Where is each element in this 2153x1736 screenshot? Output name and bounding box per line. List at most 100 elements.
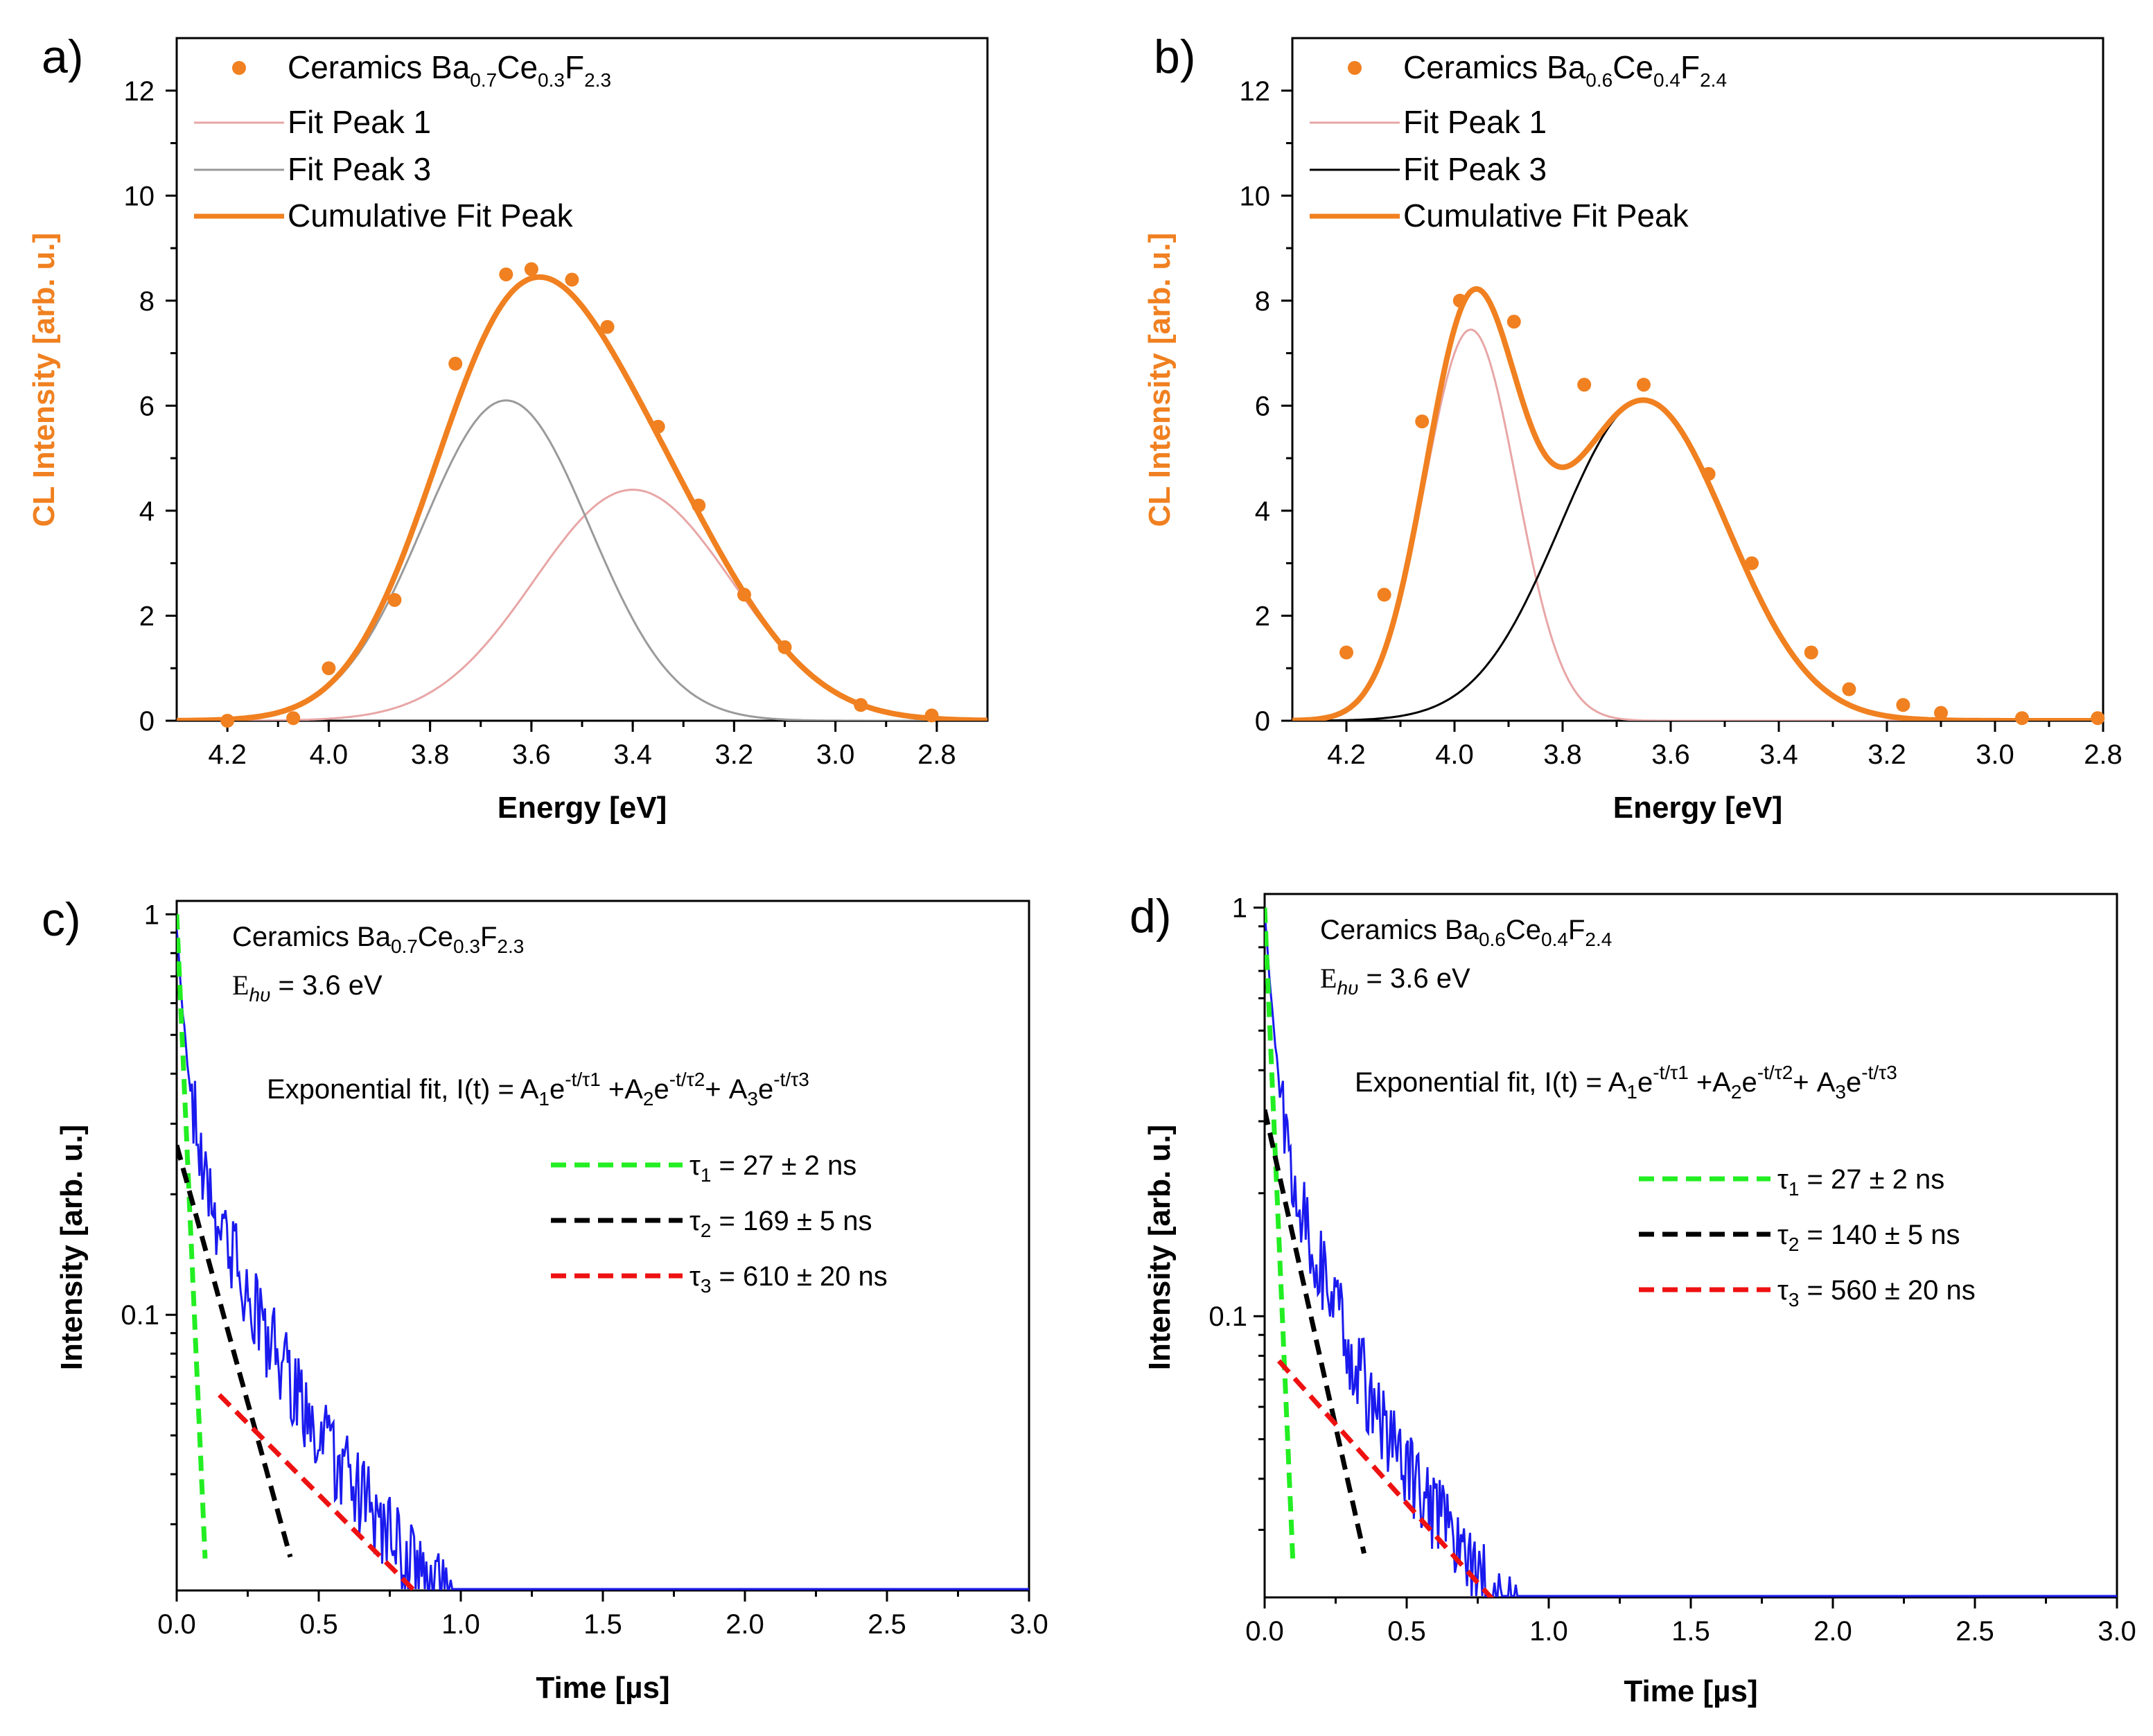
y-tick-label: 0.1 xyxy=(1209,1301,1247,1332)
legend-label-tau3: τ3 = 610 ± 20 ns xyxy=(689,1261,888,1297)
legend-label-tau2: τ2 = 169 ± 5 ns xyxy=(689,1206,872,1241)
plot-frame xyxy=(175,37,989,722)
x-tick-label: 3.2 xyxy=(715,739,754,770)
text-span: τ xyxy=(689,1261,701,1292)
text-span: 3 xyxy=(1835,1081,1846,1103)
sample-label: Ceramics Ba0.6Ce0.4F2.4 xyxy=(1320,915,1612,950)
data-point xyxy=(1896,698,1910,712)
y-tick-label: 0.1 xyxy=(121,1300,159,1331)
text-span: = 3.6 eV xyxy=(270,970,383,1001)
text-span: 0.4 xyxy=(1541,929,1568,950)
text-span: +A xyxy=(601,1074,643,1105)
text-span: e xyxy=(1742,1067,1757,1098)
x-tick-label: 0.0 xyxy=(1245,1616,1284,1647)
y-tick-label: 2 xyxy=(139,601,155,631)
data-point xyxy=(777,640,792,654)
fit-peak-3-curve xyxy=(1292,399,2103,721)
data-point xyxy=(692,498,706,513)
y-tick-label: 0 xyxy=(1255,706,1270,737)
y-axis-title: CL Intensity [arb. u.] xyxy=(1143,233,1177,527)
x-tick-label: 3.6 xyxy=(1651,739,1690,770)
x-tick-label: 2.0 xyxy=(1813,1616,1852,1647)
plot-frame xyxy=(175,900,1030,1592)
fit-formula: Exponential fit, I(t) = A1e-t/τ1 +A2e-t/… xyxy=(267,1069,809,1110)
legend-label-tau1: τ1 = 27 ± 2 ns xyxy=(689,1150,856,1186)
text-span: τ xyxy=(1777,1164,1789,1195)
text-span: -t/τ1 xyxy=(565,1069,601,1090)
text-span: = 3.6 eV xyxy=(1358,963,1470,994)
text-span: Ceramics Ba xyxy=(232,922,392,952)
x-axis-title: Energy [eV] xyxy=(498,791,667,825)
data-point xyxy=(1339,645,1353,660)
y-tick-label: 12 xyxy=(1240,76,1271,107)
legend-cumulative-label: Cumulative Fit Peak xyxy=(288,198,574,234)
text-span: = 560 ± 20 ns xyxy=(1799,1275,1975,1306)
excitation-energy: Ehυ = 3.6 eV xyxy=(1320,963,1470,999)
text-span: Ce xyxy=(1612,49,1653,85)
text-span: 0.6 xyxy=(1585,69,1612,91)
text-span: 1 xyxy=(1626,1081,1637,1103)
x-tick-label: 4.0 xyxy=(1435,739,1474,770)
legend-label-tau2: τ2 = 140 ± 5 ns xyxy=(1777,1220,1960,1255)
x-tick-label: 0.5 xyxy=(1387,1616,1426,1647)
x-tick-label: 3.0 xyxy=(1010,1609,1048,1640)
y-tick-label: 2 xyxy=(1255,601,1270,631)
fit-line-tau1 xyxy=(1265,907,1296,1566)
x-axis-title: Energy [eV] xyxy=(1613,791,1783,825)
data-point xyxy=(1804,645,1818,660)
x-tick-label: 4.2 xyxy=(1327,739,1366,770)
text-span: -t/τ2 xyxy=(1757,1062,1793,1083)
text-span: F xyxy=(1680,49,1700,85)
text-span: Exponential fit, I(t) = A xyxy=(1355,1067,1627,1098)
text-span: 2 xyxy=(1731,1081,1742,1103)
text-span: Ce xyxy=(1506,915,1541,945)
excitation-energy: Ehυ = 3.6 eV xyxy=(232,970,383,1006)
text-span: Ce xyxy=(418,922,453,952)
sample-label: Ceramics Ba0.7Ce0.3F2.3 xyxy=(232,922,524,957)
text-span: 0.3 xyxy=(453,936,480,957)
text-span: = 27 ± 2 ns xyxy=(711,1150,856,1181)
data-point xyxy=(1577,378,1592,392)
text-span: -t/τ3 xyxy=(1861,1062,1897,1083)
text-span: hυ xyxy=(249,984,270,1006)
fit-line-tau2 xyxy=(177,1144,293,1558)
text-span: -t/τ3 xyxy=(773,1069,809,1090)
text-span: Ceramics Ba xyxy=(288,49,471,85)
data-point xyxy=(737,588,751,602)
data-point xyxy=(1701,466,1716,481)
text-span: 0.7 xyxy=(470,69,497,91)
text-span: 3 xyxy=(747,1088,758,1110)
text-span: 0.4 xyxy=(1653,69,1680,91)
data-point xyxy=(2091,711,2105,726)
panel-label: b) xyxy=(1154,30,1195,83)
text-span: 2.4 xyxy=(1700,69,1727,91)
y-axis-title: Intensity [arb. u.] xyxy=(1143,1125,1177,1370)
x-tick-label: 2.5 xyxy=(868,1609,906,1640)
decay-data-trace xyxy=(177,929,1029,1590)
y-tick-label: 4 xyxy=(1255,496,1270,527)
y-tick-label: 0 xyxy=(139,706,155,737)
y-tick-label: 8 xyxy=(1255,286,1270,317)
y-tick-label: 10 xyxy=(124,181,155,211)
text-span: F xyxy=(565,49,584,85)
fit-line-tau2 xyxy=(1265,1109,1367,1554)
cumulative-fit-curve xyxy=(1292,286,2103,721)
x-tick-label: 1.5 xyxy=(1671,1616,1710,1647)
text-span: 2.4 xyxy=(1585,929,1612,950)
data-point xyxy=(322,661,336,676)
text-span: -t/τ1 xyxy=(1653,1062,1689,1083)
text-span: Exponential fit, I(t) = A xyxy=(267,1074,539,1105)
legend-label-tau3: τ3 = 560 ± 20 ns xyxy=(1777,1275,1976,1310)
x-tick-label: 3.8 xyxy=(411,739,450,770)
text-span: 2 xyxy=(701,1220,712,1241)
panel-b: 4.2 4.0 3.8 3.6 3.4 3.2 3.0 2.8 0 2 4 6 8 10 12 Energy … xyxy=(1143,30,2123,825)
x-tick-label: 2.8 xyxy=(2084,739,2123,770)
x-axis-title: Time [µs] xyxy=(1624,1674,1757,1708)
text-span: = 140 ± 5 ns xyxy=(1799,1220,1960,1250)
fit-formula: Exponential fit, I(t) = A1e-t/τ1 +A2e-t/… xyxy=(1355,1062,1897,1103)
text-span: = 169 ± 5 ns xyxy=(711,1206,872,1236)
text-span: 2.3 xyxy=(584,69,611,91)
data-point xyxy=(1506,315,1521,329)
data-point xyxy=(565,272,579,287)
panel-a: 4.2 4.0 3.8 3.6 3.4 3.2 3.0 2.8 0 2 4 6 8 10 12 Energy … xyxy=(27,30,989,825)
